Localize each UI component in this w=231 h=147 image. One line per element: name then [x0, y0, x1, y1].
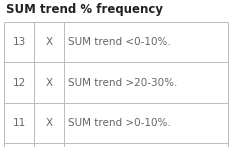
Text: SUM trend >0-10%.: SUM trend >0-10%.	[68, 118, 170, 128]
Text: X: X	[46, 118, 53, 128]
Text: 12: 12	[12, 77, 26, 87]
Text: 11: 11	[12, 118, 26, 128]
Bar	[4, 22, 227, 147]
Text: SUM trend <0-10%.: SUM trend <0-10%.	[68, 37, 170, 47]
Text: SUM trend % frequency: SUM trend % frequency	[6, 3, 162, 16]
Text: SUM trend >20-30%.: SUM trend >20-30%.	[68, 77, 177, 87]
Text: 13: 13	[12, 37, 26, 47]
Text: X: X	[46, 77, 53, 87]
Text: X: X	[46, 37, 53, 47]
